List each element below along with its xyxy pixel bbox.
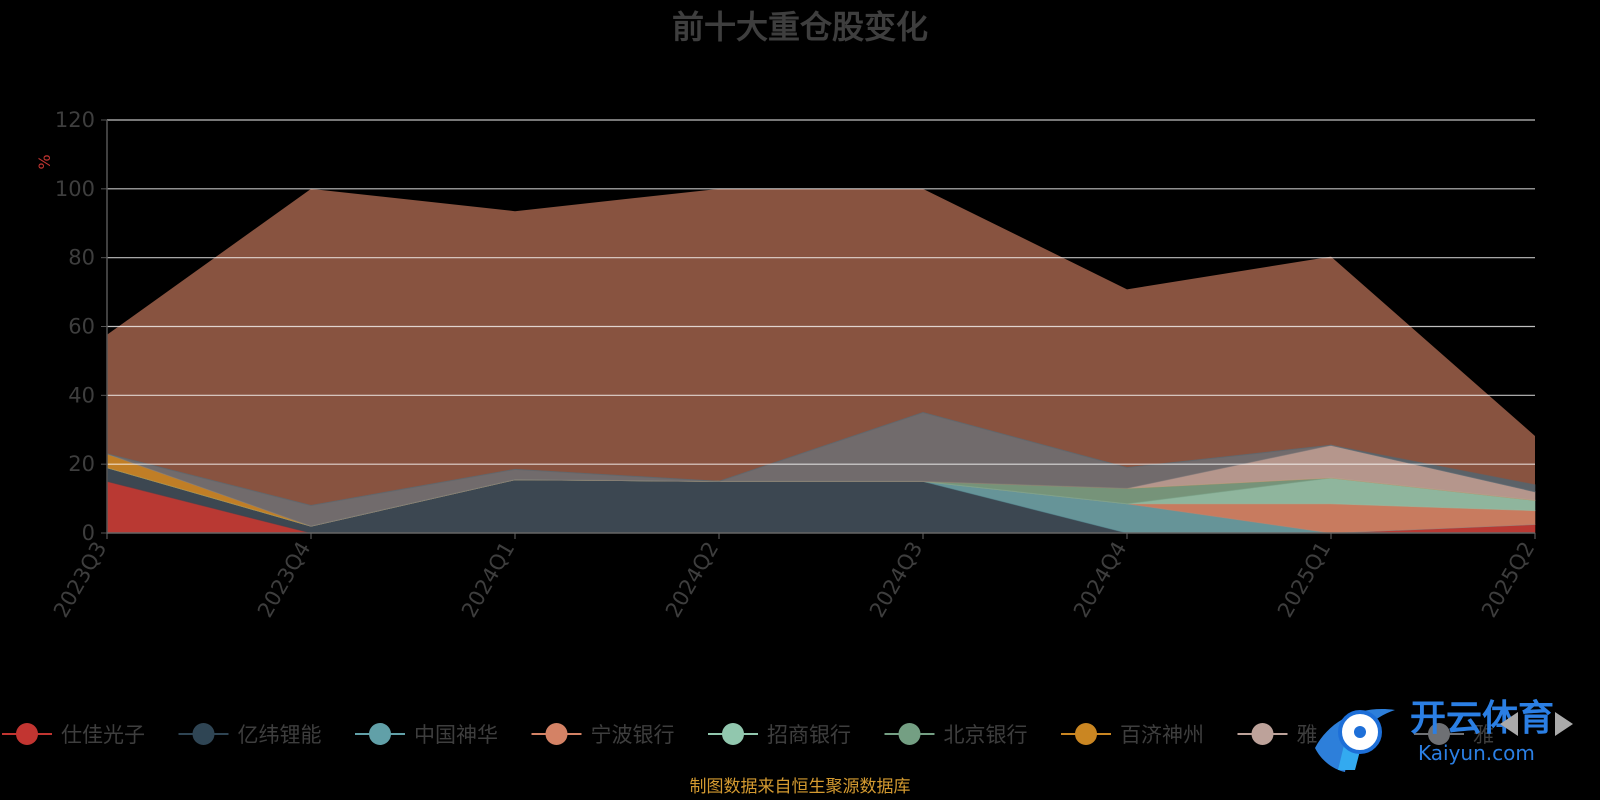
legend-item[interactable]: 招商银行 (708, 723, 851, 747)
legend-item[interactable]: 宁波银行 (531, 723, 675, 747)
legend-marker (1075, 723, 1097, 745)
kaiyun-logo-watermark: 开云体育 Kaiyun.com (1315, 698, 1554, 772)
legend-label: 雅 (1297, 723, 1318, 747)
legend-item[interactable]: 北京银行 (884, 723, 1028, 747)
chart-title: 前十大重仓股变化 (672, 8, 928, 46)
y-tick-label: 40 (68, 383, 95, 407)
source-note: 制图数据来自恒生聚源数据库 (690, 777, 911, 797)
legend-item[interactable]: 仕佳光子 (2, 723, 145, 747)
legend-prev-arrow[interactable] (1500, 712, 1518, 736)
plot-areas (106, 188, 1536, 534)
legend-marker (1251, 723, 1274, 745)
legend-item[interactable]: 亿纬锂能 (178, 723, 322, 747)
y-tick-label: 20 (68, 452, 95, 476)
y-tick-label: 80 (68, 246, 95, 270)
plot-grid (107, 119, 1535, 465)
legend-label: 招商银行 (767, 723, 851, 747)
legend-label: 宁波银行 (591, 723, 675, 747)
y-tick-label: 60 (68, 315, 95, 339)
y-tick-label: 120 (55, 108, 95, 132)
legend-label: 仕佳光子 (61, 723, 145, 747)
y-axis-label: % (35, 154, 54, 169)
legend-label: 中国神华 (414, 723, 498, 747)
legend-next-arrow[interactable] (1555, 712, 1573, 736)
legend-marker (16, 723, 38, 745)
legend[interactable]: 仕佳光子 亿纬锂能 中国神华 宁波银行 招商银行 北京银行 百济神州 雅 雅 (2, 723, 1494, 747)
chevron-right-icon[interactable] (1555, 712, 1573, 736)
watermark-text: 开云体育 (1410, 698, 1554, 739)
area-total (107, 188, 1535, 534)
legend-item[interactable]: 雅 (1414, 723, 1494, 747)
legend-marker (369, 723, 391, 745)
area-series-9 (106, 412, 1536, 506)
legend-item[interactable]: 雅 (1237, 723, 1318, 747)
legend-marker (722, 723, 744, 745)
chevron-left-icon[interactable] (1500, 712, 1518, 736)
legend-marker (545, 723, 568, 745)
watermark-subtext: Kaiyun.com (1418, 741, 1535, 765)
y-tick-label: 0 (82, 521, 95, 545)
y-tick-label: 100 (55, 177, 95, 201)
legend-marker (192, 723, 215, 745)
legend-label: 雅 (1473, 723, 1494, 747)
legend-label: 亿纬锂能 (238, 723, 322, 747)
legend-label: 北京银行 (944, 723, 1028, 747)
legend-marker (1428, 723, 1450, 745)
legend-marker (898, 723, 921, 745)
legend-item[interactable]: 百济神州 (1061, 723, 1204, 747)
legend-label: 百济神州 (1120, 723, 1204, 747)
legend-item[interactable]: 中国神华 (355, 723, 498, 747)
